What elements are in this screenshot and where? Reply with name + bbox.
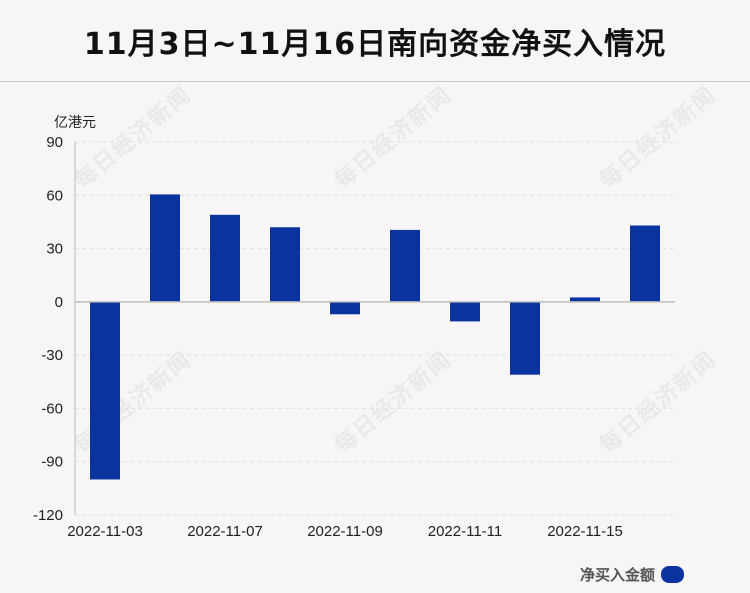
bar [210, 214, 240, 302]
legend: 净买入金额 [580, 564, 684, 585]
x-tick-label: 2022-11-07 [187, 523, 263, 540]
bar [450, 301, 480, 322]
bars [90, 194, 660, 480]
y-tick-label: -120 [33, 507, 63, 524]
title-bar: 11月3日~11月16日南向资金净买入情况 [0, 0, 750, 82]
bar [390, 229, 420, 302]
bar [150, 194, 180, 302]
chart-title: 11月3日~11月16日南向资金净买入情况 [83, 26, 667, 62]
x-tick-label: 2022-11-11 [428, 523, 503, 540]
y-tick-label: 60 [46, 187, 63, 204]
legend-swatch [661, 566, 684, 583]
y-tick-label: -90 [41, 454, 63, 471]
bar [330, 301, 360, 315]
legend-label: 净买入金额 [579, 566, 655, 584]
y-tick-label: -60 [41, 400, 63, 417]
y-tick-label: 0 [55, 294, 63, 311]
y-tick-label: -30 [41, 347, 63, 364]
y-tick-label: 90 [46, 134, 63, 151]
x-tick-label: 2022-11-03 [67, 523, 143, 540]
x-tick-label: 2022-11-15 [547, 523, 623, 540]
y-tick-label: 30 [46, 241, 63, 258]
x-tick-label: 2022-11-09 [307, 523, 383, 540]
bar [630, 225, 660, 302]
bar [90, 301, 120, 480]
bar [270, 227, 300, 302]
bar [570, 297, 600, 302]
bar [510, 301, 540, 375]
y-axis-unit: 亿港元 [54, 115, 96, 131]
axes [74, 142, 675, 515]
